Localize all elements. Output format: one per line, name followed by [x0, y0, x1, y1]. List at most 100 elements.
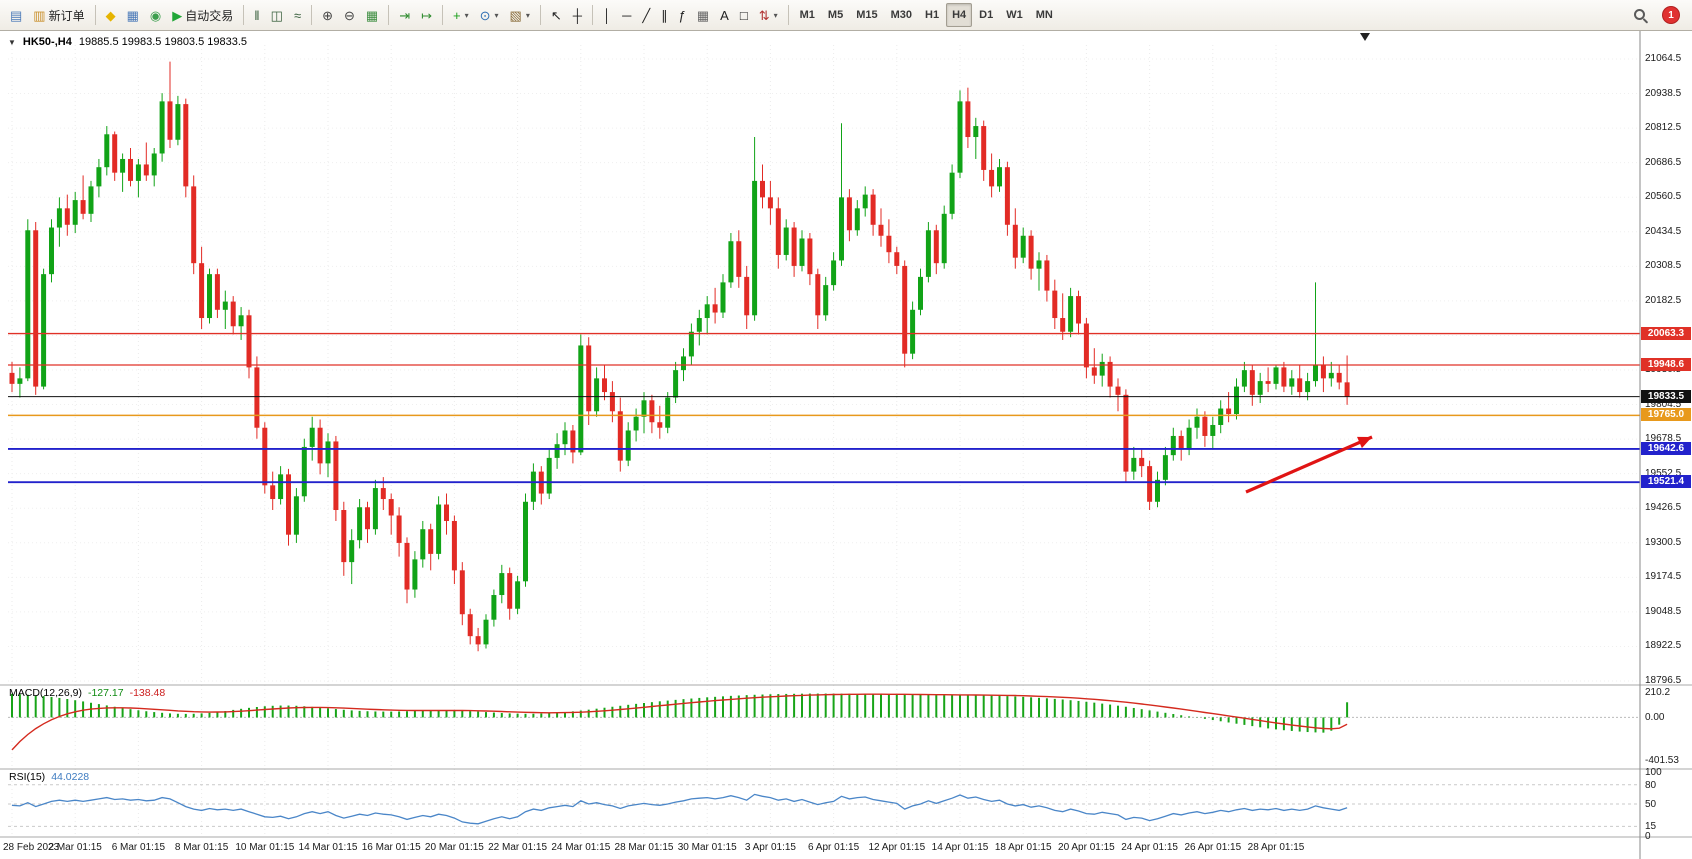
candle-body	[886, 235, 892, 253]
candle-body	[562, 430, 568, 445]
candle-body	[301, 446, 307, 497]
rsi-line	[11, 793, 1348, 825]
timeframe-m15-button[interactable]: M15	[856, 9, 878, 21]
timeframe-m30-button[interactable]: M30	[890, 9, 912, 21]
candle-body	[649, 400, 655, 423]
timeframe-m1-button[interactable]: M1	[799, 9, 815, 21]
candle-body	[1099, 361, 1105, 376]
dropdown-arrow-icon: ▾	[525, 10, 530, 20]
candle-body	[128, 158, 133, 181]
candle-body	[839, 197, 844, 261]
shapes-button[interactable]: ▦	[692, 3, 714, 27]
data-window-button[interactable]: ▦	[122, 3, 144, 27]
candle-body	[973, 126, 979, 138]
zoom-in-button[interactable]: ⊕	[317, 3, 338, 27]
timeframe-m5-button[interactable]: M5	[827, 9, 844, 21]
market-watch-button[interactable]: ◆	[101, 3, 121, 27]
candle-body	[728, 241, 734, 283]
arrow-head-icon	[1357, 436, 1372, 449]
candlestick-icon: ◫	[270, 7, 283, 23]
candle-body	[325, 441, 331, 464]
candle-body	[467, 614, 473, 637]
cursor-icon: ↖	[550, 7, 562, 23]
zoom-out-button[interactable]: ⊖	[339, 3, 360, 27]
data-window-icon: ▦	[126, 7, 139, 23]
candle-body	[175, 104, 181, 140]
auto-trading-button[interactable]: ▶ 自动交易	[167, 3, 238, 27]
horizontal-line-button[interactable]: ─	[617, 3, 636, 27]
timeframe-d1-button[interactable]: D1	[979, 9, 994, 21]
auto-scroll-button[interactable]: ⇥	[394, 3, 415, 27]
candle-body	[333, 441, 339, 511]
trend-arrow-annotation[interactable]	[1245, 435, 1373, 494]
bars-mode-button[interactable]: ‖	[249, 3, 264, 27]
fibonacci-button[interactable]: ƒ	[674, 3, 691, 27]
notification-badge[interactable]: 1	[1663, 7, 1679, 23]
timeframe-h1-button[interactable]: H1	[925, 9, 940, 21]
candle-body	[807, 238, 813, 275]
candle-body	[846, 197, 852, 231]
new-order-button[interactable]: ▥ 新订单	[28, 3, 89, 27]
periods-button[interactable]: ⊙ ▾	[475, 3, 504, 27]
trendline-button[interactable]: ╱	[637, 3, 655, 27]
timeframe-h4-button[interactable]: H4	[946, 3, 973, 27]
indicators-button[interactable]: + ▾	[448, 3, 474, 27]
toolbar-right: 1	[1628, 3, 1687, 27]
candle-body	[554, 444, 560, 458]
candle-body	[609, 392, 615, 412]
candle-body	[396, 515, 402, 543]
dropdown-arrow-icon: ▾	[464, 10, 469, 20]
candle-body	[933, 230, 939, 264]
candle-body	[997, 167, 1002, 187]
candle-body	[1289, 378, 1295, 387]
channel-button[interactable]: ∥	[656, 3, 673, 27]
candle-body	[436, 504, 442, 554]
line-chart-icon: ≈	[293, 7, 302, 23]
toolbar: ▤ ▥ 新订单 ◆ ▦ ◉ ▶ 自动交易 ‖ ◫ ≈ ⊕ ⊖ ▦ ⇥ ↦ + ▾ ⊙ ▾ ▧ ▾ ↖ ┼ │ ─ ╱ ∥ ƒ ▦ A □ ⇅ ▾ M…	[0, 0, 1692, 31]
candle-body	[1336, 372, 1342, 383]
candle-body	[80, 200, 86, 214]
candle-body	[981, 126, 987, 170]
candle-body	[815, 274, 821, 316]
candle-body	[1257, 381, 1263, 395]
candle-body	[657, 422, 663, 428]
arrows-button[interactable]: ⇅ ▾	[754, 3, 783, 27]
candle-body	[760, 180, 765, 198]
candle-body	[88, 186, 94, 214]
macd-header: MACD(12,26,9) -127.17 -138.48	[9, 687, 165, 699]
search-icon	[1633, 8, 1648, 23]
candle-body	[246, 315, 252, 368]
candle-body	[507, 573, 513, 609]
vertical-line-button[interactable]: │	[598, 3, 616, 27]
ohlc-values: 19885.5 19983.5 19803.5 19833.5	[78, 36, 248, 48]
tile-windows-icon: ▦	[365, 7, 379, 23]
candle-body	[357, 507, 363, 541]
candle-body	[1060, 318, 1066, 332]
line-mode-button[interactable]: ≈	[289, 3, 306, 27]
search-button[interactable]	[1628, 3, 1653, 27]
candle-body	[451, 520, 457, 571]
symbol-dropdown-icon[interactable]: ▼	[8, 37, 16, 47]
crosshair-button[interactable]: ┼	[568, 3, 587, 27]
text-label-button[interactable]: □	[735, 3, 753, 27]
timeframe-w1-button[interactable]: W1	[1006, 9, 1023, 21]
candle-body	[286, 474, 291, 535]
tile-windows-button[interactable]: ▦	[361, 3, 383, 27]
new-chart-button[interactable]: ▤	[5, 3, 27, 27]
candle-body	[49, 227, 54, 275]
chart-shift-button[interactable]: ↦	[416, 3, 437, 27]
candle-body	[1194, 416, 1200, 428]
macd-signal-line	[11, 693, 1348, 751]
templates-button[interactable]: ▧ ▾	[505, 3, 535, 27]
candle-body	[214, 274, 220, 310]
candle-body	[1091, 367, 1097, 376]
candle-body	[444, 504, 449, 521]
navigator-button[interactable]: ◉	[145, 3, 166, 27]
timeframe-mn-button[interactable]: MN	[1035, 9, 1053, 21]
chart-area[interactable]	[0, 30, 1692, 859]
candles-mode-button[interactable]: ◫	[266, 3, 288, 27]
text-button[interactable]: A	[715, 3, 734, 27]
crosshair-icon: ┼	[572, 7, 582, 23]
toolbar-separator	[311, 5, 313, 25]
cursor-button[interactable]: ↖	[546, 3, 567, 27]
